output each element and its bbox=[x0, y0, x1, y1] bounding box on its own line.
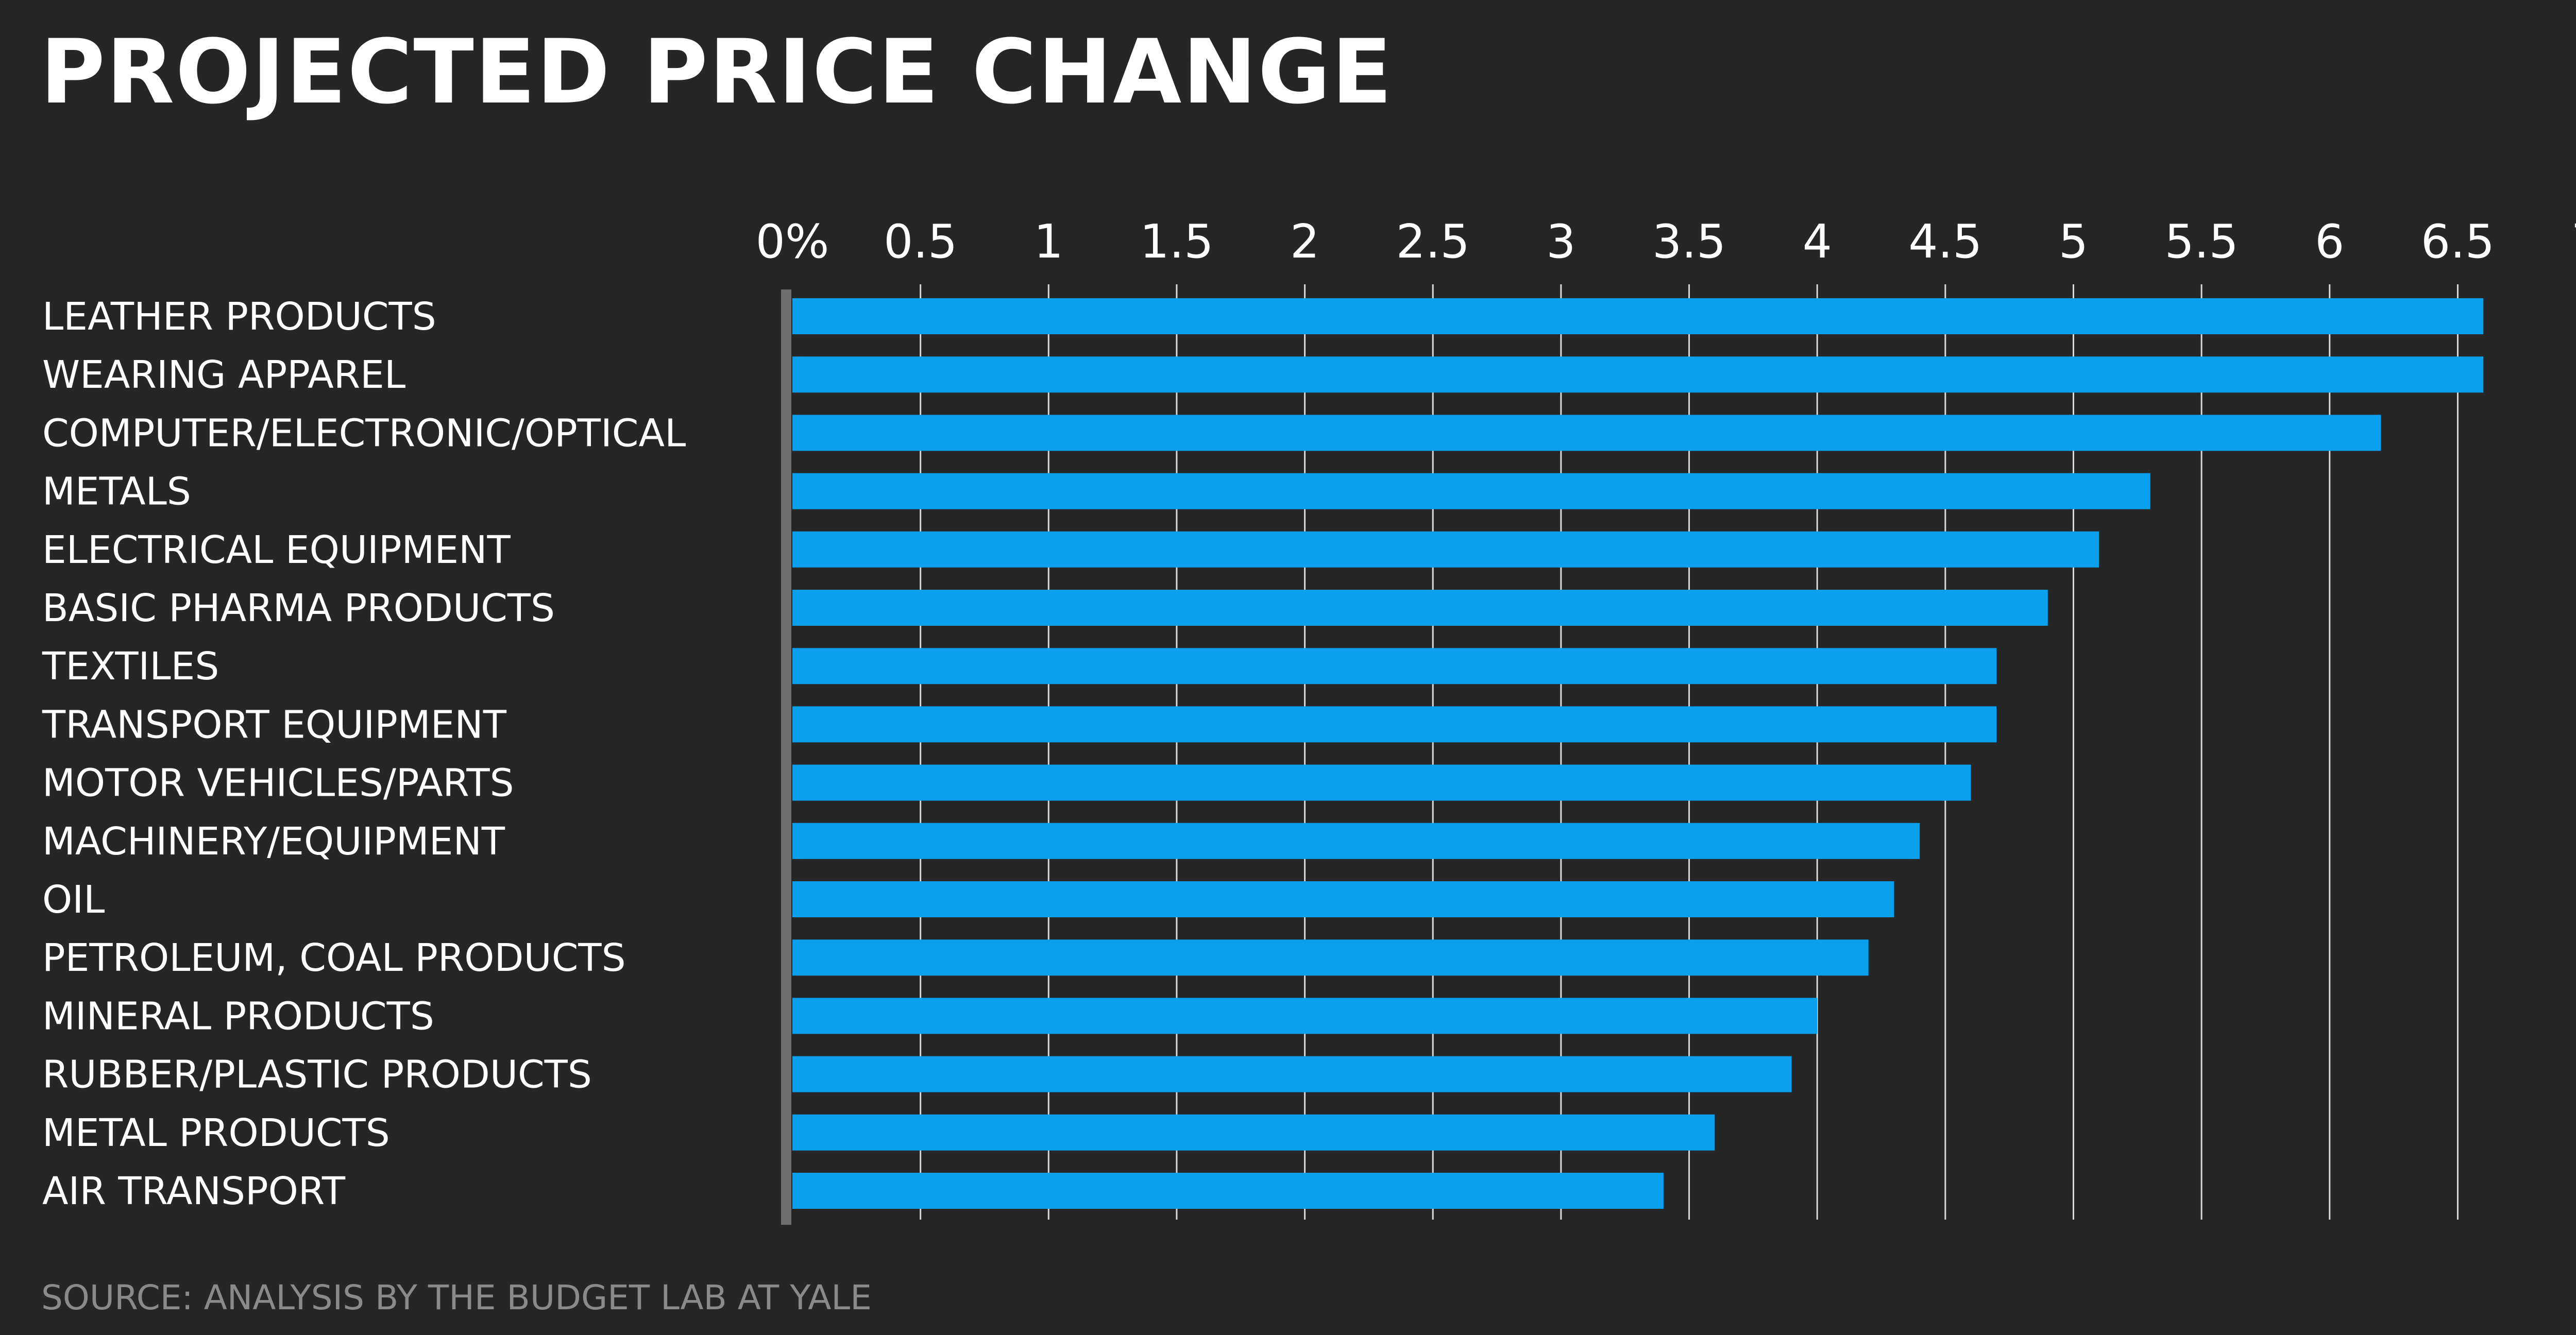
x-tick-label: 5.5 bbox=[2165, 215, 2239, 269]
x-tick-label: 3.5 bbox=[1652, 215, 1726, 269]
category-label: MOTOR VEHICLES/PARTS bbox=[42, 761, 514, 806]
bar bbox=[792, 648, 1997, 684]
category-label: OIL bbox=[42, 878, 105, 922]
bar bbox=[792, 590, 2048, 626]
source-note: SOURCE: ANALYSIS BY THE BUDGET LAB AT YA… bbox=[41, 1278, 872, 1317]
x-tick-label: 2.5 bbox=[1396, 215, 1470, 269]
x-tick-label: 3 bbox=[1546, 215, 1575, 269]
bar bbox=[792, 531, 2099, 568]
category-label: WEARING APPAREL bbox=[42, 353, 405, 397]
category-label: TEXTILES bbox=[42, 644, 219, 689]
category-label: BASIC PHARMA PRODUCTS bbox=[42, 586, 555, 630]
x-tick-label: 7 bbox=[2571, 215, 2576, 269]
bar bbox=[792, 356, 2484, 393]
x-tick-label: 6 bbox=[2315, 215, 2344, 269]
category-label: MACHINERY/EQUIPMENT bbox=[42, 819, 505, 864]
category-label: TRANSPORT EQUIPMENT bbox=[42, 703, 507, 747]
category-label: PETROLEUM, COAL PRODUCTS bbox=[42, 936, 626, 980]
bar bbox=[792, 764, 1971, 801]
x-tick-label: 1.5 bbox=[1140, 215, 1213, 269]
bar bbox=[792, 473, 2150, 509]
category-label: MINERAL PRODUCTS bbox=[42, 994, 434, 1038]
bar bbox=[792, 939, 1869, 976]
category-label: METALS bbox=[42, 470, 191, 514]
category-label: COMPUTER/ELECTRONIC/OPTICAL bbox=[42, 411, 686, 455]
x-tick-label: 0% bbox=[756, 215, 829, 269]
bar bbox=[792, 706, 1997, 743]
x-tick-label: 1 bbox=[1034, 215, 1063, 269]
x-tick-label: 4 bbox=[1803, 215, 1832, 269]
bar bbox=[792, 881, 1894, 917]
bars bbox=[792, 298, 2484, 1209]
x-tick-label: 5 bbox=[2059, 215, 2088, 269]
x-tick-label: 2 bbox=[1290, 215, 1319, 269]
category-label: AIR TRANSPORT bbox=[42, 1169, 346, 1213]
bar bbox=[792, 998, 1818, 1034]
category-label: LEATHER PRODUCTS bbox=[42, 295, 436, 339]
bar bbox=[792, 415, 2381, 451]
chart-title: PROJECTED PRICE CHANGE bbox=[40, 20, 1393, 124]
y-axis-line bbox=[781, 289, 791, 1225]
bar bbox=[792, 1114, 1715, 1151]
category-label: METAL PRODUCTS bbox=[42, 1111, 390, 1155]
x-axis-ticks: 0% 0.5 1 1.5 2 2.5 3 3.5 4 4.5 5 5.5 6 6.5 7 bbox=[756, 215, 2576, 269]
category-labels: LEATHER PRODUCTS WEARING APPAREL COMPUTER/… bbox=[42, 295, 686, 1213]
category-label: RUBBER/PLASTIC PRODUCTS bbox=[42, 1053, 592, 1097]
category-label: ELECTRICAL EQUIPMENT bbox=[42, 528, 511, 572]
bar bbox=[792, 823, 1920, 859]
bar bbox=[792, 1173, 1664, 1209]
bar bbox=[792, 1056, 1792, 1092]
bar bbox=[792, 298, 2484, 334]
x-tick-label: 4.5 bbox=[1908, 215, 1982, 269]
x-tick-label: 0.5 bbox=[884, 215, 957, 269]
y-axis bbox=[781, 289, 791, 1225]
x-tick-label: 6.5 bbox=[2421, 215, 2495, 269]
